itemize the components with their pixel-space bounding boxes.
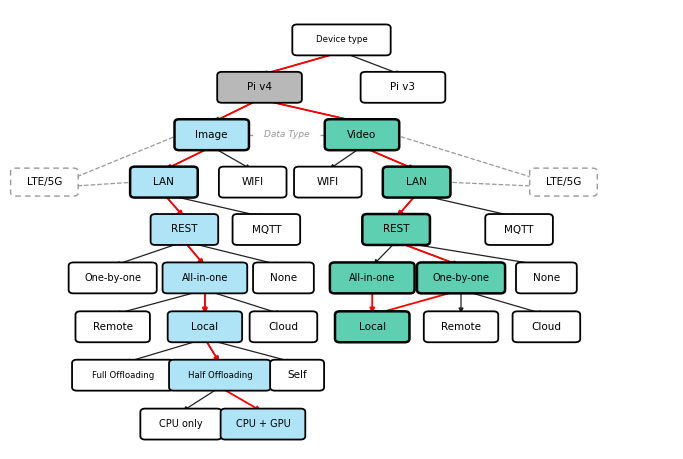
- Text: None: None: [533, 273, 560, 283]
- FancyBboxPatch shape: [232, 214, 301, 245]
- Text: Self: Self: [288, 370, 307, 380]
- Text: Remote: Remote: [93, 322, 133, 332]
- Text: Data Type: Data Type: [264, 130, 309, 139]
- FancyBboxPatch shape: [169, 360, 270, 391]
- FancyBboxPatch shape: [330, 263, 415, 293]
- Text: LAN: LAN: [406, 177, 427, 187]
- Text: WIFI: WIFI: [317, 177, 339, 187]
- Text: Local: Local: [359, 322, 386, 332]
- FancyBboxPatch shape: [175, 119, 249, 150]
- Text: MQTT: MQTT: [251, 224, 281, 235]
- Text: MQTT: MQTT: [504, 224, 534, 235]
- Text: Image: Image: [195, 130, 228, 140]
- Text: Device type: Device type: [316, 35, 367, 45]
- FancyBboxPatch shape: [382, 167, 451, 197]
- Text: CPU + GPU: CPU + GPU: [236, 419, 290, 429]
- Text: One-by-one: One-by-one: [84, 273, 141, 283]
- FancyBboxPatch shape: [361, 72, 445, 103]
- FancyBboxPatch shape: [163, 263, 247, 293]
- FancyBboxPatch shape: [150, 214, 219, 245]
- Text: Pi v4: Pi v4: [247, 82, 272, 92]
- Text: Half Offloading: Half Offloading: [188, 371, 252, 380]
- FancyBboxPatch shape: [221, 409, 305, 440]
- Text: Full Offloading: Full Offloading: [92, 371, 154, 380]
- Text: Cloud: Cloud: [531, 322, 561, 332]
- FancyBboxPatch shape: [69, 263, 157, 293]
- FancyBboxPatch shape: [325, 119, 399, 150]
- FancyBboxPatch shape: [362, 214, 430, 245]
- FancyBboxPatch shape: [72, 360, 173, 391]
- FancyBboxPatch shape: [141, 409, 221, 440]
- FancyBboxPatch shape: [76, 311, 150, 342]
- Text: LAN: LAN: [154, 177, 174, 187]
- Text: LTE/5G: LTE/5G: [546, 177, 581, 187]
- Text: All-in-one: All-in-one: [349, 273, 395, 283]
- FancyBboxPatch shape: [485, 214, 553, 245]
- FancyBboxPatch shape: [530, 168, 597, 196]
- Text: WIFI: WIFI: [242, 177, 264, 187]
- Text: LTE/5G: LTE/5G: [27, 177, 62, 187]
- FancyBboxPatch shape: [217, 72, 302, 103]
- Text: Remote: Remote: [441, 322, 481, 332]
- FancyBboxPatch shape: [250, 311, 318, 342]
- FancyBboxPatch shape: [168, 311, 242, 342]
- FancyBboxPatch shape: [294, 167, 362, 197]
- FancyBboxPatch shape: [512, 311, 581, 342]
- Text: Pi v3: Pi v3: [391, 82, 415, 92]
- Text: None: None: [270, 273, 297, 283]
- FancyBboxPatch shape: [253, 263, 314, 293]
- Text: One-by-one: One-by-one: [432, 273, 490, 283]
- FancyBboxPatch shape: [130, 167, 198, 197]
- Text: Cloud: Cloud: [268, 322, 298, 332]
- Text: All-in-one: All-in-one: [182, 273, 228, 283]
- Text: REST: REST: [171, 224, 197, 235]
- Text: Local: Local: [191, 322, 219, 332]
- FancyBboxPatch shape: [423, 311, 499, 342]
- FancyBboxPatch shape: [335, 311, 410, 342]
- FancyBboxPatch shape: [11, 168, 78, 196]
- FancyBboxPatch shape: [292, 24, 391, 56]
- FancyBboxPatch shape: [270, 360, 324, 391]
- FancyBboxPatch shape: [417, 263, 505, 293]
- Text: Video: Video: [348, 130, 376, 140]
- FancyBboxPatch shape: [516, 263, 576, 293]
- FancyBboxPatch shape: [219, 167, 287, 197]
- Text: REST: REST: [383, 224, 409, 235]
- Text: CPU only: CPU only: [159, 419, 203, 429]
